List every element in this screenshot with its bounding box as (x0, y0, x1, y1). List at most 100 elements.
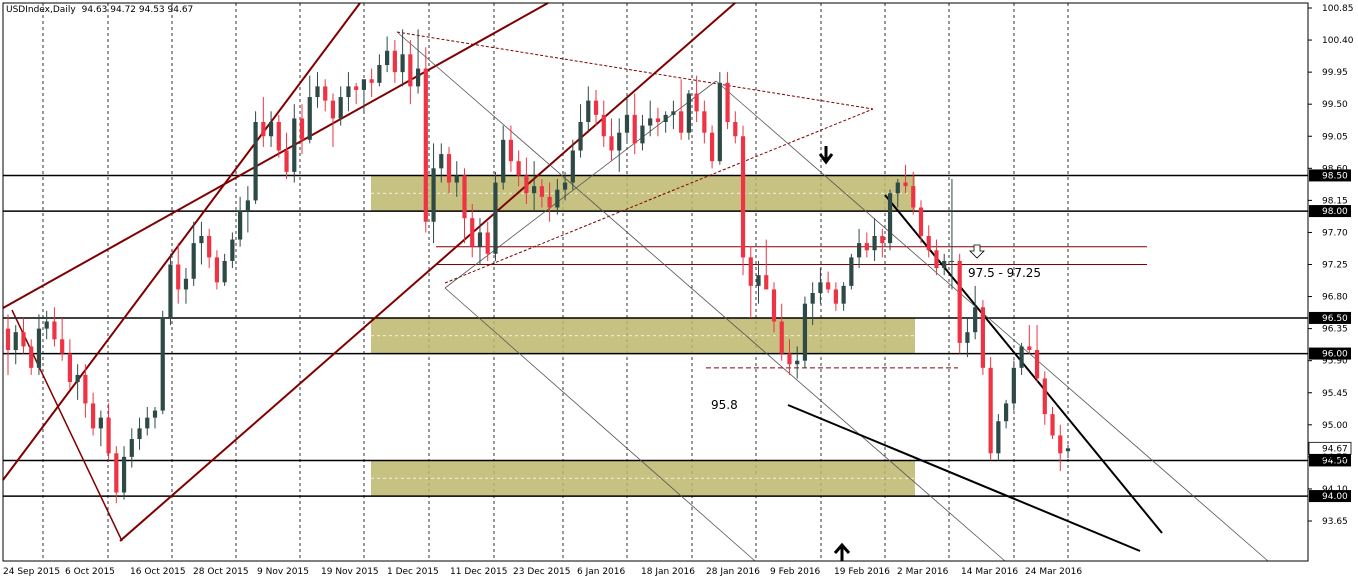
candle-body (988, 367, 993, 454)
candle-body (323, 86, 328, 101)
candle-body (562, 182, 568, 190)
candle-body (121, 456, 127, 493)
candle-body (516, 161, 521, 176)
y-tick-label: 96.35 (1322, 325, 1348, 335)
candle-body (346, 86, 351, 98)
candle-body (98, 417, 103, 429)
channel-line (2, 2, 549, 309)
candle-body (75, 374, 80, 383)
candle-body (454, 175, 459, 183)
x-tick-label: 16 Oct 2015 (130, 567, 186, 577)
x-tick-label: 9 Feb 2016 (770, 567, 821, 577)
candle-body (268, 122, 274, 137)
candle-body (717, 82, 722, 162)
candle-body (44, 321, 49, 329)
y-tick-label: 99.05 (1322, 132, 1348, 142)
candle-body (918, 207, 924, 236)
candle-body (895, 182, 900, 194)
candle-body (284, 150, 289, 172)
candle-body (477, 232, 483, 247)
y-tick-label: 95.00 (1322, 421, 1348, 431)
candle-body (508, 139, 514, 162)
candle-body (13, 332, 18, 350)
x-tick-label: 19 Nov 2015 (321, 567, 379, 577)
y-tick-label: 98.60 (1322, 164, 1348, 174)
level-label-box (1309, 169, 1351, 182)
candle-body (586, 100, 591, 122)
y-tick-label: 94.55 (1322, 453, 1348, 463)
candle-body (400, 54, 405, 73)
level-label-box (1309, 347, 1351, 360)
candle-body (648, 118, 653, 126)
trend-grey-1 (396, 31, 1006, 562)
candle-body (106, 417, 111, 454)
triangle-lower (444, 108, 874, 284)
candle-body (199, 236, 204, 244)
plot-frame (2, 2, 1309, 562)
level-label-box (1309, 311, 1351, 324)
candle-body (903, 182, 908, 187)
candle-body (137, 428, 142, 440)
candle-body (980, 307, 985, 368)
candle-body (261, 122, 266, 137)
candle-body (354, 86, 359, 90)
candle-body (253, 122, 258, 201)
candle-body (702, 111, 707, 133)
x-tick-label: 24 Sep 2015 (3, 567, 60, 577)
candle-body (686, 93, 691, 133)
candle-body (1042, 378, 1047, 415)
triangle-upper (396, 31, 874, 110)
candle-body (145, 417, 150, 429)
candle-body (539, 186, 544, 197)
candle-body (338, 97, 343, 119)
candle-body (570, 150, 575, 183)
candle-body (292, 118, 297, 172)
trend-and-channel-lines (2, 2, 1269, 562)
candle-body (470, 218, 475, 247)
candle-body (423, 68, 428, 222)
x-tick-label: 14 Mar 2016 (961, 567, 1018, 577)
y-tick-label: 97.25 (1322, 261, 1348, 271)
candle-body (377, 65, 382, 83)
candle-body (238, 211, 243, 240)
candle-body (756, 275, 761, 286)
candle-body (655, 118, 661, 122)
candle-body (671, 111, 676, 115)
candle-body (67, 353, 72, 383)
candle-body (439, 154, 444, 169)
candle-body (1065, 448, 1071, 452)
candle-body (771, 289, 777, 322)
level-label-box (1309, 454, 1351, 467)
candle-body (152, 410, 158, 418)
y-tick-label: 97.70 (1322, 228, 1348, 238)
x-tick-label: 9 Nov 2015 (257, 567, 309, 577)
candle-body (276, 122, 281, 151)
candle-body (841, 285, 846, 304)
candle-body (222, 260, 227, 283)
candle-body (176, 264, 181, 290)
level-label: 98.00 (1322, 207, 1348, 217)
candle-body (1027, 346, 1032, 350)
candle-body (214, 257, 220, 283)
candle-body (493, 182, 498, 254)
candle-body (663, 114, 668, 122)
candle-body (640, 125, 645, 144)
candle-body (369, 79, 374, 83)
y-tick-label: 100.85 (1322, 4, 1354, 14)
candle-body (315, 86, 320, 98)
candle-body (462, 175, 467, 219)
x-tick-label: 1 Dec 2015 (387, 567, 439, 577)
y-tick-label: 93.65 (1322, 517, 1348, 527)
level-label: 94.50 (1322, 456, 1348, 466)
candle-body (191, 243, 196, 279)
current-price-box (1308, 441, 1352, 455)
channel-line (119, 2, 736, 542)
candle-body (601, 114, 606, 137)
candle-body (733, 122, 738, 137)
candle-body (632, 114, 637, 144)
candle-body (1019, 346, 1024, 368)
candle-body (408, 54, 413, 87)
candle-body (748, 257, 753, 286)
x-tick-label: 2 Mar 2016 (897, 567, 949, 577)
candle-body (934, 250, 939, 269)
